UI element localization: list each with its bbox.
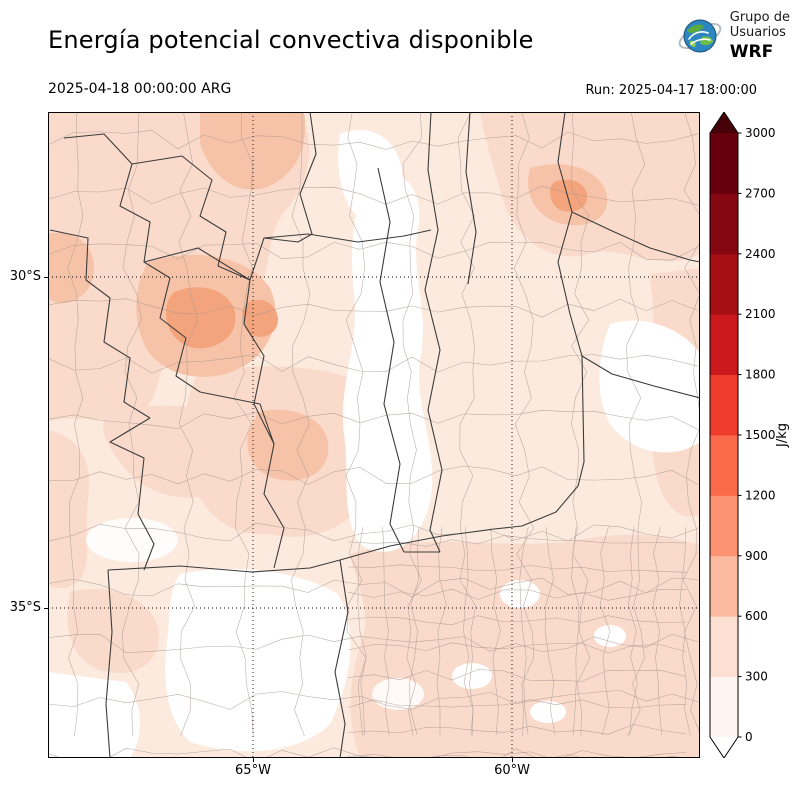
department-boundary-line [382,526,390,736]
department-boundary-line [457,112,476,737]
wrf-globe-icon [678,19,722,53]
colorbar-tick-label: 3000 [745,126,776,140]
colorbar-tick-label: 600 [745,609,768,623]
logo-line-2: Usuarios [729,25,786,41]
colorbar-segment [710,676,738,738]
colorbar-over-arrow [710,112,738,133]
colorbar-tick-label: 0 [745,730,753,744]
logo-line-3: WRF [729,41,774,62]
department-boundary-line [682,112,700,735]
department-boundary-line [357,526,367,736]
cape-map-figure [48,112,700,758]
department-boundary-line [122,112,142,737]
department-boundary-line [347,669,687,682]
department-boundary-line [679,526,691,736]
department-boundary-line [347,642,687,654]
lon-axis-tick [512,758,514,762]
department-boundary-line [48,409,699,430]
department-boundary-line [519,526,529,736]
colorbar-tick-label: 1500 [745,428,776,442]
department-boundary-line [513,112,535,737]
colorbar-segment [710,555,738,617]
department-boundary-line [347,564,687,573]
department-boundary-line [291,112,311,737]
province-boundaries [49,112,700,758]
wrf-logo: Grupo de Usuarios WRF [677,10,790,62]
colorbar-segment [710,253,738,315]
lon-tick-label: 60°W [494,763,530,778]
department-boundary-line [347,615,687,626]
department-boundary-line [48,633,699,653]
colorbar-tick-label: 1200 [745,488,776,502]
department-boundary-line [48,353,699,374]
department-boundary-line [48,241,699,261]
lon-axis-tick [252,758,254,762]
department-boundary-line [409,526,420,736]
colorbar-segment [710,133,738,194]
colorbar-segment [710,314,738,375]
lat-tick-label: 30°S [9,268,41,284]
latlon-gridlines [48,112,700,758]
colorbar-segment [710,435,738,496]
department-boundary-line [347,724,687,735]
department-boundary-line [628,526,638,736]
colorbar-segment [710,616,738,677]
lat-tick-label: 35°S [9,599,41,615]
lat-axis-tick [44,276,48,278]
department-boundary-line [48,465,699,485]
colorbar-tick-label: 1800 [745,368,776,382]
department-boundary-line [233,112,254,737]
department-boundary-line [571,526,580,736]
lon-tick-label: 65°W [235,763,271,778]
department-boundary-line [48,690,699,710]
colorbar-segment [710,495,738,557]
colorbar-unit-label: J/kg [775,423,790,448]
colorbar-under-arrow [710,737,738,758]
colorbar-tick-label: 2400 [745,247,776,261]
colorbar: 30002700240021001800150012009006003000J/… [709,112,790,758]
department-boundary-line [48,185,699,206]
department-boundary-line [490,526,501,736]
department-boundary-line [48,522,699,542]
wrf-logo-text: Grupo de Usuarios WRF [730,10,790,62]
run-time-label: Run: 2025-04-17 18:00:00 [585,83,757,98]
department-boundaries [48,112,700,758]
department-boundary-line [571,112,591,737]
map-border [48,112,700,758]
page-title: Energía potencial convectiva disponible [48,26,534,54]
department-boundary-line [626,112,646,737]
department-boundary-line [67,112,84,737]
department-boundary-line [178,112,198,737]
lat-axis-tick [44,607,48,609]
colorbar-tick-label: 900 [745,549,768,563]
department-boundary-line [402,112,422,737]
colorbar-tick-label: 300 [745,670,768,684]
colorbar-tick-label: 2700 [745,186,776,200]
valid-time-label: 2025-04-18 00:00:00 ARG [48,81,232,97]
department-boundary-line [544,526,556,736]
department-boundary-line [48,577,699,598]
colorbar-segment [710,193,738,255]
logo-line-1: Grupo de [729,10,790,25]
cape-field-contours [48,112,700,758]
colorbar-tick-label: 2100 [745,307,776,321]
colorbar-segment [710,374,738,436]
department-boundary-line [652,526,663,736]
department-boundary-line [347,588,687,601]
department-boundary-line [48,298,699,318]
department-boundary-line [48,130,699,150]
department-boundary-line [345,112,367,737]
department-boundary-line [463,526,474,736]
department-boundary-line [347,699,687,709]
department-boundary-line [436,526,447,735]
department-boundary-line [599,526,611,736]
